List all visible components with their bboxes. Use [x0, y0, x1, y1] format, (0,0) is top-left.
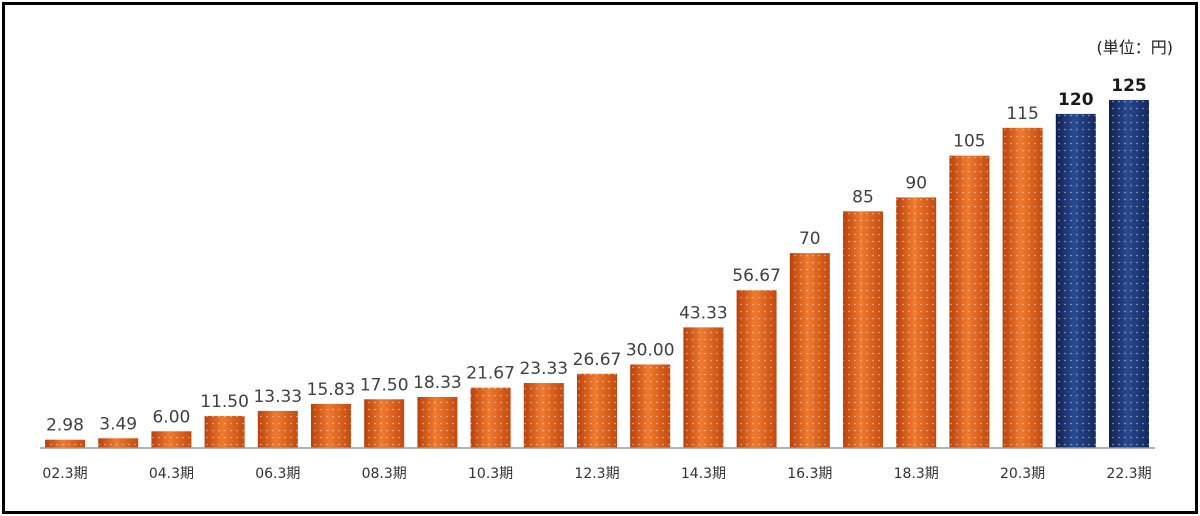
bar-02.3期: [45, 439, 85, 448]
bar-08.3期: [364, 399, 405, 448]
bar-dot-pattern: [1109, 100, 1149, 448]
bar-06.3期: [257, 410, 298, 448]
value-label: 11.50: [200, 392, 249, 412]
bar-dot-pattern: [45, 439, 85, 448]
x-tick-label: 14.3期: [681, 466, 726, 482]
bar-10.3期: [470, 387, 511, 448]
bar-dot-pattern: [204, 415, 245, 448]
bar-dot-pattern: [683, 327, 724, 448]
bar-13.3期: [630, 364, 671, 448]
x-tick-label: 08.3期: [362, 466, 407, 482]
bar-dot-pattern: [789, 253, 830, 448]
value-label: 2.98: [46, 416, 84, 436]
bar-dot-pattern: [523, 383, 564, 448]
bar-20.3期: [1002, 127, 1043, 448]
bar-22.3期: [1109, 100, 1149, 448]
unit-label: (単位：円): [1097, 38, 1174, 57]
bars-group: [45, 100, 1149, 449]
value-label: 30.00: [626, 340, 675, 360]
bar-dot-pattern: [311, 403, 351, 448]
bar-dot-pattern: [1002, 127, 1043, 448]
bar-07.3期: [311, 403, 351, 448]
x-tick-labels-group: 02.3期 04.3期 06.3期 08.3期 10.3期 12.3期 14.3期 16.3期…: [42, 466, 1151, 482]
bar-dot-pattern: [98, 438, 139, 448]
bar-14.3期: [683, 327, 724, 448]
bar-15.3期: [736, 290, 777, 448]
x-tick-label: 18.3期: [894, 466, 939, 482]
value-label: 85: [852, 187, 874, 207]
value-label: 115: [1006, 104, 1038, 124]
value-label: 90: [905, 173, 927, 193]
value-label: 21.67: [466, 364, 515, 384]
bar-16.3期: [789, 253, 830, 448]
bar-dot-pattern: [896, 197, 937, 448]
bar-dot-pattern: [417, 396, 458, 448]
bar-dot-pattern: [577, 373, 617, 448]
value-label: 15.83: [307, 380, 356, 400]
bar-05.3期: [204, 415, 245, 448]
value-label: 3.49: [99, 414, 137, 434]
x-tick-label: 06.3期: [255, 466, 300, 482]
bar-dot-pattern: [1055, 113, 1096, 449]
x-tick-label: 20.3期: [1000, 466, 1045, 482]
value-label: 26.67: [573, 350, 622, 370]
bar-dot-pattern: [949, 155, 990, 448]
bar-03.3期: [98, 438, 139, 448]
bar-11.3期: [523, 383, 564, 448]
value-label: 17.50: [360, 375, 409, 395]
bar-dot-pattern: [257, 410, 298, 448]
x-tick-label: 10.3期: [468, 466, 513, 482]
bar-19.3期: [949, 155, 990, 448]
value-label: 105: [953, 132, 985, 152]
bar-09.3期: [417, 396, 458, 448]
x-tick-label: 22.3期: [1106, 466, 1151, 482]
bar-dot-pattern: [151, 431, 192, 448]
value-labels-group: 2.98 3.49 6.00 11.50 13.33 15.83 17.50 18.33 21.…: [46, 76, 1147, 436]
x-tick-label: 04.3期: [149, 466, 194, 482]
x-tick-label: 12.3期: [574, 466, 619, 482]
value-label: 56.67: [732, 266, 781, 286]
x-tick-label: 02.3期: [42, 466, 87, 482]
value-label: 70: [799, 229, 821, 249]
value-label: 125: [1111, 76, 1147, 96]
bar-dot-pattern: [843, 211, 883, 448]
bar-21.3期: [1055, 113, 1096, 449]
bar-12.3期: [577, 373, 617, 448]
value-label: 120: [1058, 90, 1094, 110]
x-tick-label: 16.3期: [787, 466, 832, 482]
value-label: 18.33: [413, 373, 462, 393]
value-label: 6.00: [152, 407, 190, 427]
bar-dot-pattern: [470, 387, 511, 448]
bar-04.3期: [151, 431, 192, 448]
bar-17.3期: [843, 211, 883, 448]
bar-dot-pattern: [630, 364, 671, 448]
bar-dot-pattern: [736, 290, 777, 448]
value-label: 23.33: [519, 359, 568, 379]
value-label: 13.33: [253, 387, 302, 407]
bar-dot-pattern: [364, 399, 405, 448]
bar-18.3期: [896, 197, 937, 448]
value-label: 43.33: [679, 303, 728, 323]
